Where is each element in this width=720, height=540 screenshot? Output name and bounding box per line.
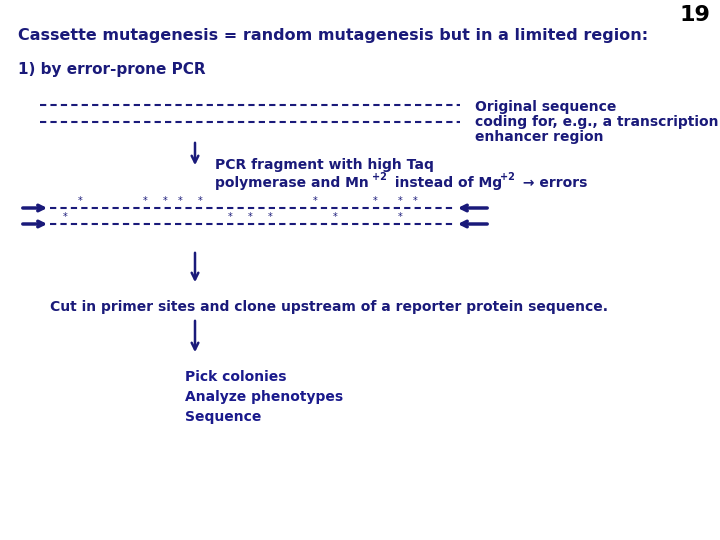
Text: → errors: → errors: [518, 176, 588, 190]
Text: *: *: [373, 196, 377, 206]
Text: Cassette mutagenesis = random mutagenesis but in a limited region:: Cassette mutagenesis = random mutagenesi…: [18, 28, 648, 43]
Text: 19: 19: [679, 5, 710, 25]
Text: coding for, e.g., a transcription: coding for, e.g., a transcription: [475, 115, 719, 129]
Text: *: *: [163, 196, 167, 206]
Text: *: *: [78, 196, 82, 206]
Text: *: *: [333, 212, 338, 222]
Text: Cut in primer sites and clone upstream of a reporter protein sequence.: Cut in primer sites and clone upstream o…: [50, 300, 608, 314]
Text: PCR fragment with high Taq: PCR fragment with high Taq: [215, 158, 434, 172]
Text: *: *: [63, 212, 68, 222]
Text: Original sequence: Original sequence: [475, 100, 616, 114]
Text: *: *: [312, 196, 318, 206]
Text: *: *: [178, 196, 182, 206]
Text: *: *: [228, 212, 233, 222]
Text: 1) by error-prone PCR: 1) by error-prone PCR: [18, 62, 206, 77]
Text: +2: +2: [372, 172, 387, 182]
Text: *: *: [197, 196, 202, 206]
Text: *: *: [397, 196, 402, 206]
Text: +2: +2: [500, 172, 515, 182]
Text: *: *: [413, 196, 418, 206]
Text: Pick colonies: Pick colonies: [185, 370, 287, 384]
Text: Analyze phenotypes: Analyze phenotypes: [185, 390, 343, 404]
Text: enhancer region: enhancer region: [475, 130, 603, 144]
Text: polymerase and Mn: polymerase and Mn: [215, 176, 369, 190]
Text: *: *: [268, 212, 272, 222]
Text: *: *: [248, 212, 253, 222]
Text: *: *: [143, 196, 148, 206]
Text: instead of Mg: instead of Mg: [390, 176, 502, 190]
Text: *: *: [397, 212, 402, 222]
Text: Sequence: Sequence: [185, 410, 261, 424]
